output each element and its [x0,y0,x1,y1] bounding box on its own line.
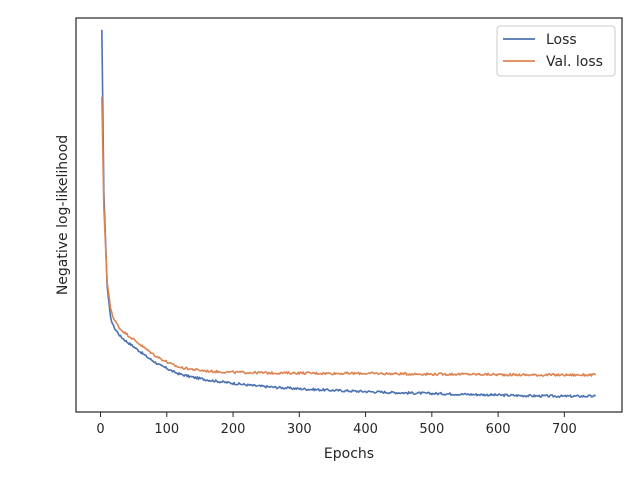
series-layer [101,29,597,399]
x-tick-label: 600 [486,422,511,437]
x-tick-label: 300 [287,422,312,437]
x-axis-label: Epochs [324,446,374,462]
series-line-loss [101,29,597,399]
legend-label-loss: Loss [546,32,577,48]
legend-label-val-loss: Val. loss [546,54,603,70]
x-axis-ticks: 0 100 200 300 400 500 600 700 [96,412,577,437]
x-tick-label: 700 [552,422,577,437]
x-tick-label: 200 [221,422,246,437]
x-tick-label: 100 [154,422,179,437]
legend: Loss Val. loss [496,25,616,77]
x-tick-label: 500 [419,422,444,437]
y-axis-label: Negative log-likelihood [55,135,71,295]
x-tick-label: 400 [353,422,378,437]
plot-frame [75,17,623,413]
series-line-val-loss [101,96,597,377]
x-tick-label: 0 [96,422,104,437]
